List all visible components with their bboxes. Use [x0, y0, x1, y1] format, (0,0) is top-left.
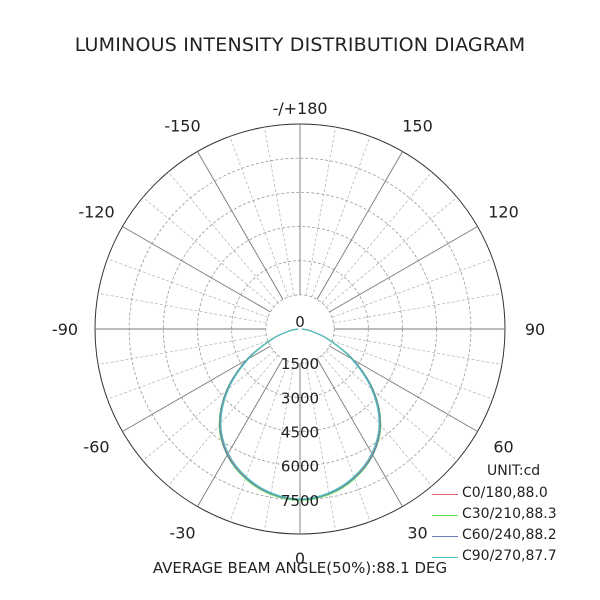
- grid-spoke: [305, 362, 336, 531]
- angle-label: -90: [52, 320, 78, 339]
- grid-spoke: [325, 350, 458, 462]
- axis-labels: -/+180 150 120 90 60 30 0 -30 -60 -90 -120 -150 0 150…: [52, 99, 545, 568]
- legend-swatch: [432, 536, 458, 537]
- series-curve-c90: [220, 328, 380, 500]
- legend-swatch: [432, 557, 458, 558]
- grid-spoke: [107, 340, 269, 400]
- angle-label: -150: [164, 117, 200, 136]
- legend-label: C0/180,88.0: [462, 485, 548, 501]
- grid-spoke: [98, 293, 267, 324]
- intensity-curves: [218, 328, 382, 501]
- angle-label: 90: [525, 320, 545, 339]
- grid-spoke: [311, 360, 371, 522]
- grid-spoke: [264, 127, 295, 296]
- grid-spoke: [325, 196, 458, 308]
- radial-tick-label: 1500: [281, 355, 319, 373]
- chart-title: LUMINOUS INTENSITY DISTRIBUTION DIAGRAM: [74, 34, 526, 56]
- legend-swatch: [432, 494, 458, 495]
- grid-spoke: [122, 226, 271, 313]
- unit-label: UNIT:cd: [487, 463, 541, 479]
- grid-spoke: [229, 360, 289, 522]
- radial-tick-label: 3000: [281, 389, 319, 407]
- angle-label: 0: [295, 549, 305, 568]
- beam-angle-note: AVERAGE BEAM ANGLE(50%):88.1 DEG: [152, 559, 448, 577]
- angle-label: 120: [488, 203, 519, 222]
- grid-spoke: [321, 354, 433, 487]
- grid-spoke: [197, 151, 284, 300]
- radial-tick-label: 6000: [281, 458, 319, 476]
- polar-grid: [94, 123, 506, 535]
- grid-spoke: [142, 196, 275, 308]
- grid-spoke: [142, 350, 275, 462]
- legend-entry: C0/180,88.0: [432, 485, 592, 506]
- grid-spoke: [331, 340, 493, 400]
- grid-spoke: [311, 136, 371, 298]
- angle-label: -30: [169, 524, 195, 543]
- grid-spoke: [197, 358, 284, 507]
- radial-tick-label: 0: [295, 313, 305, 331]
- angle-label: -60: [83, 438, 109, 457]
- grid-spoke: [331, 258, 493, 318]
- grid-spoke: [333, 293, 502, 324]
- legend-entry: C30/210,88.3: [432, 506, 592, 527]
- legend-swatch: [432, 515, 458, 516]
- grid-spoke: [305, 127, 336, 296]
- legend-entry: C60/240,88.2: [432, 527, 592, 548]
- grid-spoke: [107, 258, 269, 318]
- grid-spoke: [316, 151, 403, 300]
- angle-label: 60: [493, 438, 513, 457]
- grid-spoke: [329, 226, 478, 313]
- legend-label: C30/210,88.3: [462, 506, 557, 522]
- grid-spoke: [264, 362, 295, 531]
- angle-label: 30: [407, 524, 427, 543]
- legend-label: C90/270,87.7: [462, 548, 557, 564]
- radial-tick-label: 7500: [281, 492, 319, 510]
- grid-spoke: [167, 171, 279, 304]
- angle-label: -/+180: [272, 99, 327, 118]
- grid-spoke: [229, 136, 289, 298]
- grid-spoke: [167, 354, 279, 487]
- radial-tick-label: 4500: [281, 424, 319, 442]
- grid-spoke: [98, 334, 267, 365]
- legend-entry: C90/270,87.7: [432, 548, 592, 569]
- angle-label: -120: [78, 203, 114, 222]
- legend-label: C60/240,88.2: [462, 527, 557, 543]
- grid-spoke: [333, 334, 502, 365]
- grid-spoke: [316, 358, 403, 507]
- legend: C0/180,88.0 C30/210,88.3 C60/240,88.2 C90/2…: [432, 485, 592, 569]
- angle-label: 150: [402, 117, 433, 136]
- grid-spoke: [321, 171, 433, 304]
